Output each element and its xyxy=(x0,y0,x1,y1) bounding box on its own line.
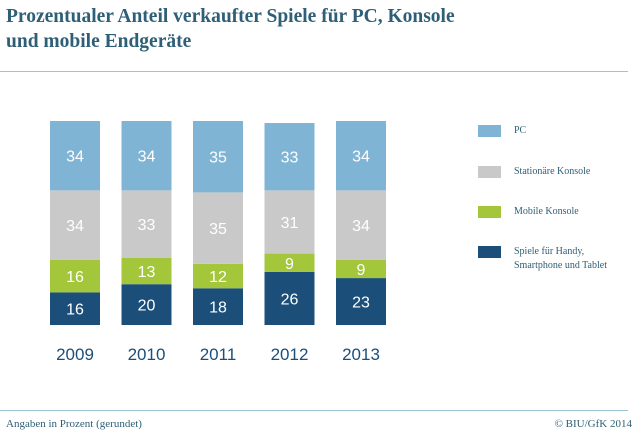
legend-swatch-stationary-console xyxy=(478,166,501,178)
footnote: Angaben in Prozent (gerundet) xyxy=(6,418,142,430)
bar-stationary-console-2011 xyxy=(193,192,243,264)
data-label-mobile-console-2009: 16 xyxy=(66,269,84,286)
bar-pc-2010 xyxy=(121,121,172,191)
legend-swatch-mobile-console xyxy=(478,206,501,218)
chart-title: Prozentualer Anteil verkaufter Spiele fü… xyxy=(6,4,626,54)
data-label-pc-2010: 34 xyxy=(138,149,156,166)
data-label-stationary-console-2010: 33 xyxy=(138,217,156,234)
data-label-stationary-console-2013: 34 xyxy=(352,218,370,235)
bar-stationary-console-2010 xyxy=(121,190,172,258)
data-label-mobile-games-2012: 26 xyxy=(281,291,299,308)
x-tick-label-2013: 2013 xyxy=(342,345,380,364)
data-label-mobile-console-2010: 13 xyxy=(138,264,156,281)
legend-label-pc: PC xyxy=(514,125,527,136)
footer-divider xyxy=(0,410,628,411)
bar-stationary-console-2009 xyxy=(50,190,100,260)
bar-pc-2012 xyxy=(264,123,315,191)
source-note: © BIU/GfK 2014 xyxy=(554,418,632,430)
data-label-pc-2013: 34 xyxy=(352,149,370,166)
bar-stationary-console-2012 xyxy=(264,190,315,254)
bar-mobile-console-2010 xyxy=(121,257,172,285)
bar-mobile-console-2012 xyxy=(264,253,315,272)
bar-pc-2013 xyxy=(336,121,386,191)
bar-pc-2011 xyxy=(193,121,243,193)
legend-label-mobile-games: Spiele für Handy, Smartphone und Tablet xyxy=(514,246,607,271)
x-tick-label-2010: 2010 xyxy=(128,345,166,364)
legend-swatch-pc xyxy=(478,125,501,137)
data-label-stationary-console-2009: 34 xyxy=(66,218,84,235)
chart-title-line-2: und mobile Endgeräte xyxy=(6,31,192,52)
bar-mobile-games-2012 xyxy=(264,271,315,325)
bar-mobile-games-2009 xyxy=(50,292,100,325)
data-label-pc-2009: 34 xyxy=(66,149,84,166)
legend-swatch-mobile-games xyxy=(478,246,501,258)
bar-mobile-games-2011 xyxy=(193,288,243,325)
legend-label-mobile-console: Mobile Konsole xyxy=(514,206,579,217)
data-label-stationary-console-2011: 35 xyxy=(209,221,227,238)
data-label-pc-2012: 33 xyxy=(281,150,299,167)
title-divider xyxy=(0,71,628,72)
legend-label-stationary-console: Stationäre Konsole xyxy=(514,166,591,177)
data-label-mobile-games-2010: 20 xyxy=(138,298,156,315)
data-label-mobile-console-2013: 9 xyxy=(357,262,366,279)
data-label-mobile-console-2011: 12 xyxy=(209,269,227,286)
bar-mobile-console-2013 xyxy=(336,259,386,279)
data-label-mobile-console-2012: 9 xyxy=(285,256,294,273)
data-label-mobile-games-2011: 18 xyxy=(209,300,227,317)
data-label-stationary-console-2012: 31 xyxy=(281,215,299,232)
data-label-mobile-games-2013: 23 xyxy=(352,295,370,312)
stacked-bar-chart: 1616343420092013333420101812353520112693… xyxy=(50,121,386,364)
bar-pc-2009 xyxy=(50,121,100,191)
bar-mobile-console-2011 xyxy=(193,263,243,289)
chart-title-line-1: Prozentualer Anteil verkaufter Spiele fü… xyxy=(6,6,455,27)
bar-mobile-games-2013 xyxy=(336,278,386,325)
x-tick-label-2012: 2012 xyxy=(271,345,309,364)
bar-mobile-games-2010 xyxy=(121,284,172,325)
data-label-mobile-games-2009: 16 xyxy=(66,302,84,319)
bar-stationary-console-2013 xyxy=(336,190,386,260)
bar-mobile-console-2009 xyxy=(50,259,100,293)
x-tick-label-2009: 2009 xyxy=(56,345,94,364)
data-label-pc-2011: 35 xyxy=(209,150,227,167)
x-tick-label-2011: 2011 xyxy=(200,345,237,364)
